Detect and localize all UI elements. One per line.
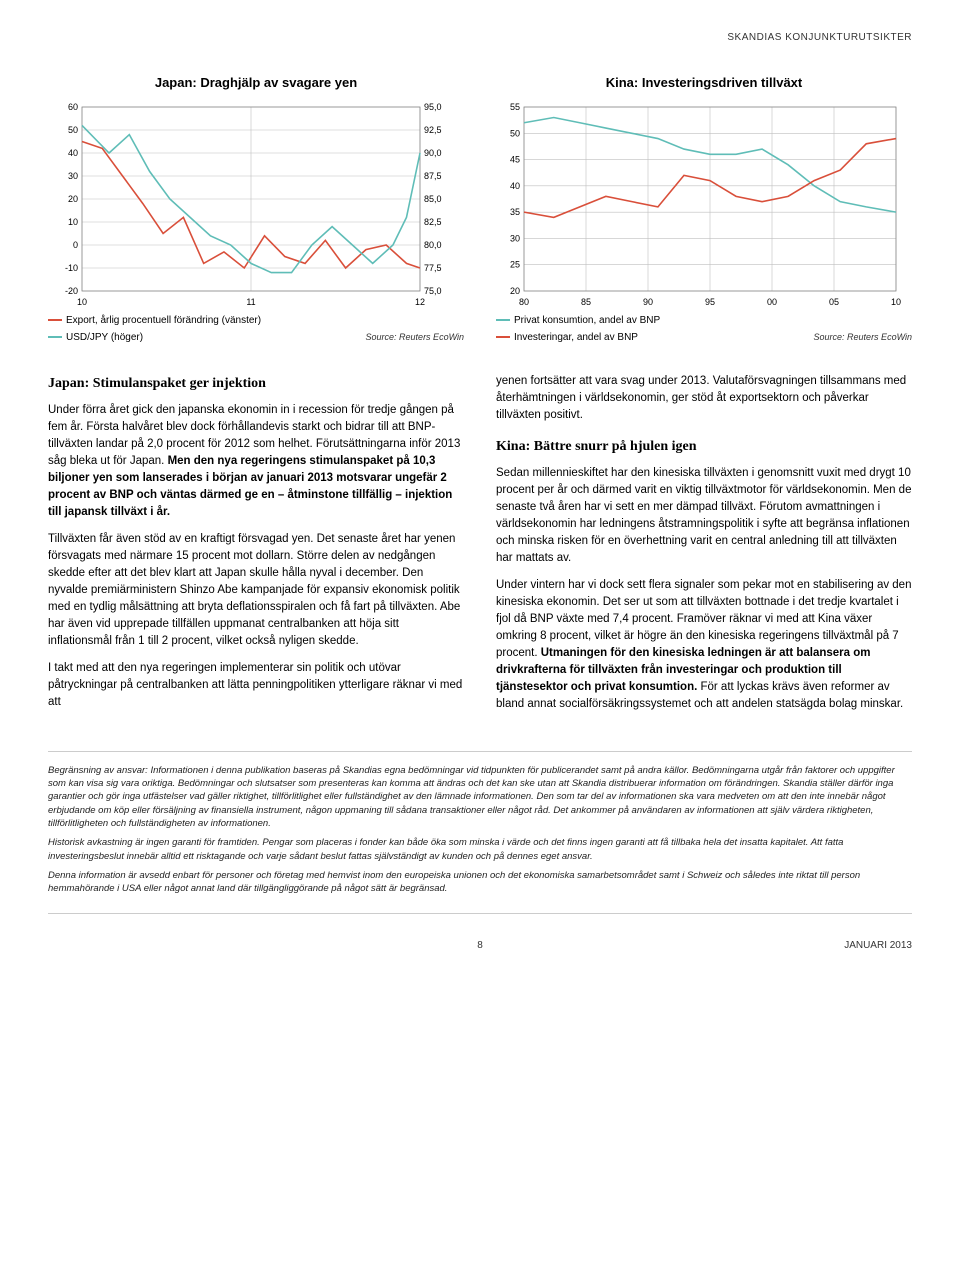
chart-kina-legend: Privat konsumtion, andel av BNP Invester…: [496, 311, 660, 345]
legend-swatch: [48, 319, 62, 321]
legend-label: Export, årlig procentuell förändring (vä…: [66, 313, 261, 328]
chart-source: Source: Reuters EcoWin: [814, 331, 912, 345]
chart-source: Source: Reuters EcoWin: [366, 331, 464, 345]
disclaimer-block: Begränsning av ansvar: Informationen i d…: [48, 751, 912, 915]
svg-text:55: 55: [510, 102, 520, 112]
legend-swatch: [496, 336, 510, 338]
svg-text:20: 20: [68, 194, 78, 204]
svg-text:82,5: 82,5: [424, 217, 442, 227]
svg-text:90: 90: [643, 297, 653, 307]
svg-text:85,0: 85,0: [424, 194, 442, 204]
chart-kina-title: Kina: Investeringsdriven tillväxt: [496, 73, 912, 93]
svg-text:-10: -10: [65, 263, 78, 273]
svg-text:20: 20: [510, 286, 520, 296]
svg-text:92,5: 92,5: [424, 125, 442, 135]
legend-swatch: [48, 336, 62, 338]
legend-label: Investeringar, andel av BNP: [514, 330, 638, 345]
text-columns: Japan: Stimulanspaket ger injektion Unde…: [48, 373, 912, 723]
svg-text:25: 25: [510, 259, 520, 269]
body-paragraph: Tillväxten får även stöd av en kraftigt …: [48, 531, 464, 650]
column-right: yenen fortsätter att vara svag under 201…: [496, 373, 912, 723]
svg-text:00: 00: [767, 297, 777, 307]
svg-text:35: 35: [510, 207, 520, 217]
chart-kina: Kina: Investeringsdriven tillväxt 20 25 30…: [496, 73, 912, 345]
svg-text:95,0: 95,0: [424, 102, 442, 112]
svg-text:10: 10: [77, 297, 87, 307]
svg-text:85: 85: [581, 297, 591, 307]
disclaimer-paragraph: Denna information är avsedd enbart för p…: [48, 869, 912, 896]
body-paragraph: Sedan millennieskiftet har den kinesiska…: [496, 465, 912, 567]
heading-japan: Japan: Stimulanspaket ger injektion: [48, 373, 464, 394]
svg-text:30: 30: [510, 233, 520, 243]
svg-text:40: 40: [510, 180, 520, 190]
svg-text:50: 50: [510, 128, 520, 138]
svg-text:75,0: 75,0: [424, 286, 442, 296]
disclaimer-paragraph: Historisk avkastning är ingen garanti fö…: [48, 836, 912, 863]
svg-text:95: 95: [705, 297, 715, 307]
svg-text:80: 80: [519, 297, 529, 307]
svg-text:40: 40: [68, 148, 78, 158]
body-paragraph: yenen fortsätter att vara svag under 201…: [496, 373, 912, 424]
svg-text:90,0: 90,0: [424, 148, 442, 158]
chart-japan-title: Japan: Draghjälp av svagare yen: [48, 73, 464, 93]
svg-text:60: 60: [68, 102, 78, 112]
page-footer: 8 JANUARI 2013: [48, 938, 912, 953]
svg-text:10: 10: [68, 217, 78, 227]
svg-text:-20: -20: [65, 286, 78, 296]
svg-text:50: 50: [68, 125, 78, 135]
chart-japan-legend: Export, årlig procentuell förändring (vä…: [48, 311, 261, 345]
footer-date: JANUARI 2013: [624, 938, 912, 953]
page-header: SKANDIAS KONJUNKTURUTSIKTER: [48, 30, 912, 45]
chart-japan-svg: -20 75,0 -10 77,5 0 80,0 10 82,5 20 85,0 30 87,5 40 9…: [48, 101, 458, 311]
body-paragraph: I takt med att den nya regeringen implem…: [48, 660, 464, 711]
svg-text:10: 10: [891, 297, 901, 307]
svg-text:12: 12: [415, 297, 425, 307]
charts-row: Japan: Draghjälp av svagare yen -2075,0-…: [48, 73, 912, 345]
page-number: 8: [336, 938, 624, 953]
legend-swatch: [496, 319, 510, 321]
svg-text:05: 05: [829, 297, 839, 307]
svg-text:80,0: 80,0: [424, 240, 442, 250]
legend-label: USD/JPY (höger): [66, 330, 143, 345]
legend-label: Privat konsumtion, andel av BNP: [514, 313, 660, 328]
svg-text:11: 11: [246, 297, 255, 307]
svg-text:87,5: 87,5: [424, 171, 442, 181]
svg-text:45: 45: [510, 154, 520, 164]
svg-text:0: 0: [73, 240, 78, 250]
chart-kina-svg: 20 25 30 35 40 45 50 55 80 85 90 95 00 05 10: [496, 101, 906, 311]
heading-kina: Kina: Bättre snurr på hjulen igen: [496, 436, 912, 457]
column-left: Japan: Stimulanspaket ger injektion Unde…: [48, 373, 464, 723]
body-paragraph: Under förra året gick den japanska ekono…: [48, 402, 464, 521]
body-paragraph: Under vintern har vi dock sett flera sig…: [496, 577, 912, 713]
disclaimer-paragraph: Begränsning av ansvar: Informationen i d…: [48, 764, 912, 830]
svg-text:77,5: 77,5: [424, 263, 442, 273]
svg-text:30: 30: [68, 171, 78, 181]
chart-japan: Japan: Draghjälp av svagare yen -2075,0-…: [48, 73, 464, 345]
